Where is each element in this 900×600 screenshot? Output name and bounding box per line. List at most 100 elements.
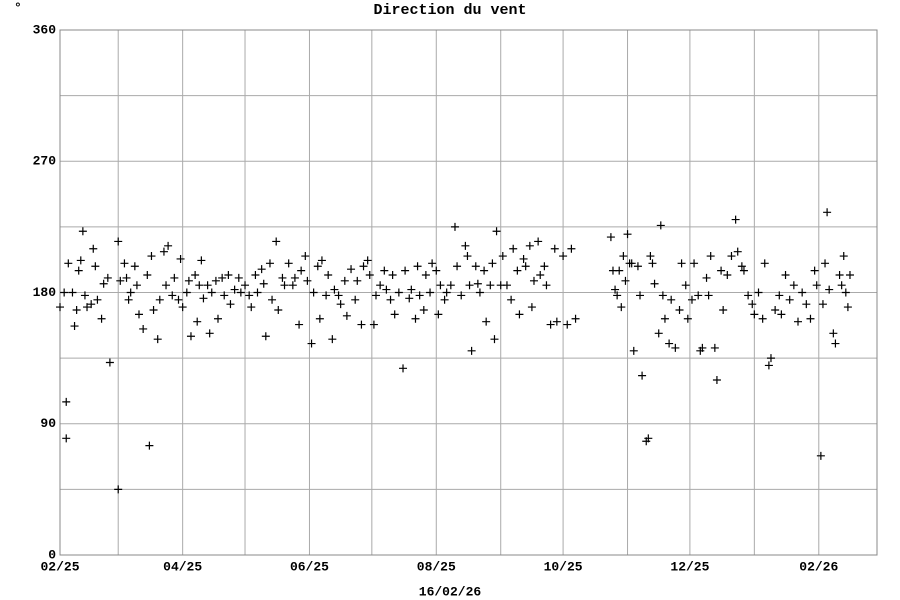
data-point <box>843 303 852 312</box>
data-point <box>492 227 501 236</box>
data-point <box>567 244 576 253</box>
data-point <box>186 332 195 341</box>
data-point <box>619 252 628 261</box>
x-axis-label: 16/02/26 <box>419 584 482 599</box>
data-point <box>758 314 767 323</box>
data-point <box>744 291 753 300</box>
data-point <box>268 295 277 304</box>
data-point <box>473 279 482 288</box>
data-point <box>845 271 854 279</box>
data-point <box>120 259 129 268</box>
data-point <box>436 281 445 290</box>
data-point <box>465 281 474 290</box>
unit-symbol: ° <box>14 0 22 15</box>
data-point <box>781 271 790 279</box>
data-point <box>340 276 349 285</box>
data-point <box>297 266 306 275</box>
data-point <box>540 262 549 271</box>
data-point <box>627 259 636 268</box>
data-point <box>419 306 428 314</box>
data-point <box>70 322 79 331</box>
data-point <box>648 259 657 268</box>
data-point <box>498 252 507 261</box>
data-point <box>563 320 572 329</box>
data-point <box>810 266 819 275</box>
data-point <box>644 434 653 443</box>
data-point <box>72 306 81 314</box>
data-point <box>153 335 162 344</box>
data-point <box>471 262 480 271</box>
data-point <box>683 314 692 323</box>
data-point <box>382 285 391 294</box>
data-point <box>351 295 360 304</box>
data-point <box>656 221 665 230</box>
data-point <box>677 259 686 268</box>
data-point <box>68 288 77 297</box>
data-point <box>309 288 318 297</box>
data-point <box>376 281 385 290</box>
data-point <box>529 276 538 285</box>
data-point <box>710 343 719 352</box>
data-point <box>816 451 825 460</box>
y-tick-label: 0 <box>48 547 56 562</box>
data-point <box>650 279 659 288</box>
data-point <box>290 273 299 282</box>
data-point <box>97 314 106 323</box>
data-point <box>74 266 83 275</box>
data-point <box>145 441 154 450</box>
data-point <box>660 314 669 323</box>
y-tick-label: 360 <box>33 22 57 37</box>
data-point <box>363 256 372 265</box>
data-point <box>224 271 233 279</box>
data-point <box>380 266 389 275</box>
data-point <box>428 259 437 268</box>
data-point <box>490 335 499 344</box>
data-point <box>775 291 784 300</box>
data-point <box>211 276 220 285</box>
data-point <box>507 295 516 304</box>
data-point <box>766 354 775 363</box>
data-point <box>667 295 676 304</box>
data-point <box>168 291 177 300</box>
data-point <box>704 291 713 300</box>
x-tick-label: 02/25 <box>40 559 79 574</box>
data-point <box>126 288 135 297</box>
data-point <box>334 291 343 300</box>
x-tick-label: 06/25 <box>290 559 329 574</box>
data-point <box>748 300 757 309</box>
data-point <box>139 324 148 333</box>
data-point <box>502 281 511 290</box>
data-point <box>342 311 351 320</box>
data-point <box>336 300 345 309</box>
data-point <box>124 295 133 304</box>
data-point <box>611 285 620 294</box>
data-point <box>442 288 451 297</box>
data-point <box>621 276 630 285</box>
data-point <box>122 273 131 282</box>
data-point <box>629 346 638 355</box>
data-point <box>802 300 811 309</box>
data-point <box>234 273 243 282</box>
data-point <box>369 320 378 329</box>
data-point <box>353 276 362 285</box>
data-point <box>525 241 534 250</box>
data-point <box>434 310 443 319</box>
data-point <box>754 288 763 297</box>
data-point <box>257 265 266 274</box>
data-point <box>550 244 559 253</box>
data-point <box>76 256 85 265</box>
data-point <box>259 279 268 288</box>
data-point <box>426 288 435 297</box>
data-point <box>301 252 310 261</box>
data-point <box>89 244 98 253</box>
data-point <box>515 310 524 319</box>
data-point <box>636 291 645 300</box>
x-tick-label: 10/25 <box>544 559 583 574</box>
data-point <box>712 376 721 384</box>
data-point <box>534 237 543 246</box>
data-point <box>56 303 64 312</box>
data-point <box>176 254 185 263</box>
data-point <box>823 208 832 217</box>
data-point <box>432 266 441 275</box>
